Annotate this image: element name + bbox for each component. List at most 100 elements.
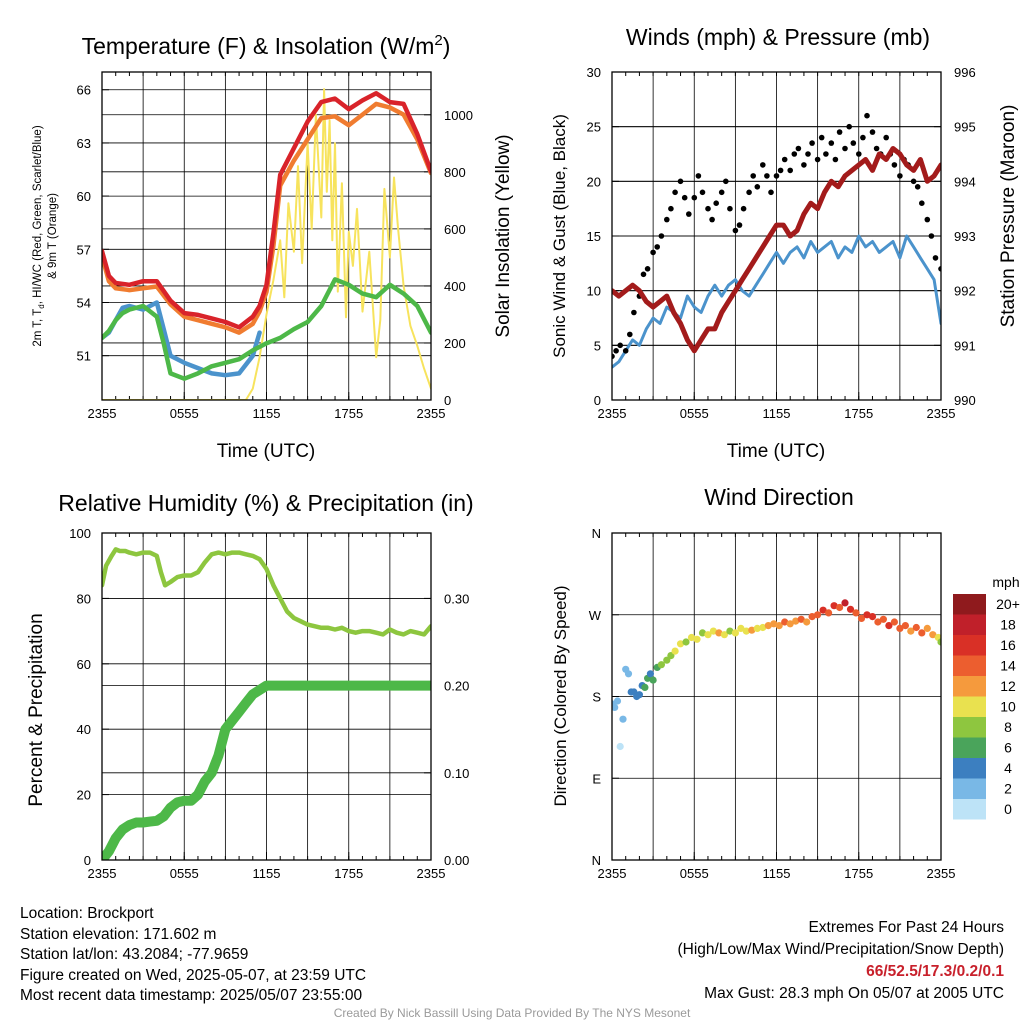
gust-point xyxy=(938,266,941,272)
colorbar-label: 10 xyxy=(1000,699,1016,715)
gust-point xyxy=(818,134,825,141)
direction-point xyxy=(907,627,915,635)
direction-point xyxy=(846,605,855,613)
series-precip xyxy=(102,680,431,860)
colorbar-label: 4 xyxy=(1004,760,1012,776)
gust-point xyxy=(640,271,647,278)
y-tick-label: 60 xyxy=(77,189,91,204)
gust-point xyxy=(754,184,761,190)
direction-point xyxy=(764,622,772,630)
y2-axis-label: Station Pressure (Maroon) xyxy=(998,105,1019,328)
direction-point xyxy=(912,623,920,632)
series-td xyxy=(102,277,431,381)
x-tick-label: 2355 xyxy=(927,406,956,421)
x-axis-label: Time (UTC) xyxy=(217,441,316,462)
gust-point xyxy=(658,233,665,239)
figure-created: Figure created on Wed, 2025-05-07, at 23… xyxy=(20,966,367,984)
y-tick-label: 0 xyxy=(594,393,601,408)
colorbar-swatch xyxy=(953,594,986,615)
y-tick-label: 30 xyxy=(587,65,601,80)
gust-point xyxy=(809,140,815,146)
y-tick-label: 40 xyxy=(77,722,91,737)
direction-point xyxy=(619,715,627,723)
x-tick-label: 1155 xyxy=(253,866,281,881)
y-tick-label: 51 xyxy=(77,349,91,364)
colorbar-swatch xyxy=(953,758,986,779)
gust-point xyxy=(814,156,821,163)
ylabel-sub: d xyxy=(37,304,46,308)
gust-point xyxy=(846,123,852,130)
series-group xyxy=(102,547,431,860)
direction-point xyxy=(720,631,729,639)
direction-point xyxy=(786,620,794,628)
plot-border xyxy=(101,532,432,861)
colorbar-label: 20+ xyxy=(996,596,1020,612)
gust-point xyxy=(883,134,889,141)
y2-tick-label: 0.10 xyxy=(444,766,469,781)
colorbar-swatch xyxy=(953,717,986,738)
station-info: Location: Brockport Station elevation: 1… xyxy=(20,904,366,1007)
direction-point xyxy=(737,624,745,633)
gust-point xyxy=(773,173,780,179)
y-tick-label: 10 xyxy=(587,284,601,299)
direction-point xyxy=(693,635,701,643)
gust-point xyxy=(791,151,798,157)
y-tick-label: 20 xyxy=(587,174,601,189)
y2-tick-label: 1000 xyxy=(444,108,473,123)
direction-point xyxy=(726,627,734,635)
gust-point xyxy=(764,173,770,179)
direction-point xyxy=(901,622,910,630)
panel-title: Relative Humidity (%) & Precipitation (i… xyxy=(58,490,473,516)
direction-point xyxy=(748,626,756,634)
extremes-title: Extremes For Past 24 Hours xyxy=(808,919,1004,936)
plot-border xyxy=(101,71,432,401)
max-gust: Max Gust: 28.3 mph On 05/07 at 2005 UTC xyxy=(704,985,1004,1002)
gust-point xyxy=(622,348,629,354)
y2-tick-label: 990 xyxy=(954,393,976,408)
direction-point xyxy=(753,624,761,633)
direction-point xyxy=(819,606,827,614)
colorbar-label: 18 xyxy=(1000,617,1016,633)
direction-point xyxy=(646,670,655,678)
gust-point xyxy=(699,189,706,196)
series-pressure xyxy=(612,146,941,354)
y-tick-label: 60 xyxy=(77,657,91,672)
colorbar-label: 14 xyxy=(1000,658,1016,674)
direction-point xyxy=(709,627,718,635)
y-axis-label: 2m T, Td, HI/WC (Red, Green, Scarlet/Blu… xyxy=(32,125,46,346)
direction-point xyxy=(885,622,893,630)
gust-point xyxy=(919,200,925,206)
direction-point xyxy=(825,609,833,617)
y-tick-label: 0 xyxy=(84,853,91,868)
gust-point xyxy=(740,205,747,212)
x-tick-label: 0555 xyxy=(680,406,709,421)
x-axis-label: Time (UTC) xyxy=(727,441,826,462)
panel-title: Winds (mph) & Pressure (mb) xyxy=(626,24,930,50)
colorbar-swatch xyxy=(953,696,986,717)
gust-point xyxy=(709,216,715,223)
direction-point xyxy=(874,618,882,626)
x-tick-label: 1755 xyxy=(844,406,873,421)
gust-point xyxy=(795,145,802,152)
extremes-values: 66/52.5/17.3/0.2/0.1 xyxy=(866,963,1004,980)
y-tick-label: 57 xyxy=(77,242,91,257)
direction-point xyxy=(923,624,931,633)
direction-point xyxy=(836,603,844,612)
y-tick-label: S xyxy=(592,690,601,705)
gust-point xyxy=(856,151,862,157)
x-tick-label: 2355 xyxy=(88,406,117,421)
direction-point xyxy=(937,638,941,646)
gust-point xyxy=(631,309,637,316)
direction-point xyxy=(649,676,657,684)
colorbar-swatch xyxy=(953,778,986,799)
y2-tick-label: 600 xyxy=(444,222,466,237)
y2-tick-label: 991 xyxy=(954,338,976,353)
gust-point xyxy=(732,227,739,234)
x-tick-label: 1155 xyxy=(763,406,791,421)
y-tick-label: N xyxy=(592,853,601,868)
credit-line: Created By Nick Bassill Using Data Provi… xyxy=(333,1006,691,1020)
y2-tick-label: 800 xyxy=(444,165,466,180)
colorbar-label: 12 xyxy=(1000,678,1016,694)
y-tick-label: 66 xyxy=(77,83,91,98)
panel-title: Temperature (F) & Insolation (W/m2) xyxy=(82,32,451,59)
